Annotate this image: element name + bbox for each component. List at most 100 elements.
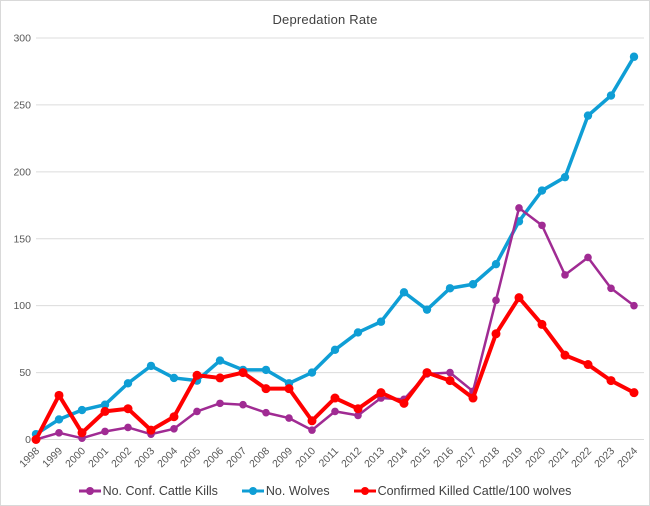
- data-point-no-wolves-2013: [376, 317, 386, 326]
- data-point-no-conf-cattle-kills-2011: [331, 407, 339, 416]
- data-point-confirmed-killed-cattle-100-wolves-2002: [123, 404, 133, 414]
- legend-item-no-wolves: No. Wolves: [241, 484, 330, 498]
- data-point-no-conf-cattle-kills-2007: [239, 400, 247, 409]
- data-point-no-conf-cattle-kills-2021: [561, 271, 569, 279]
- data-point-confirmed-killed-cattle-100-wolves-2006: [215, 373, 225, 383]
- data-point-confirmed-killed-cattle-100-wolves-2007: [238, 368, 248, 378]
- data-point-confirmed-killed-cattle-100-wolves-2011: [330, 393, 340, 403]
- data-point-no-conf-cattle-kills-2009: [285, 414, 293, 422]
- chart-legend: No. Conf. Cattle Kills No. Wolves Confir…: [1, 484, 649, 498]
- y-tick-label: 0: [25, 434, 31, 446]
- data-point-no-wolves-2022: [583, 111, 593, 120]
- data-point-confirmed-killed-cattle-100-wolves-2005: [192, 370, 202, 380]
- data-point-confirmed-killed-cattle-100-wolves-2016: [445, 376, 455, 386]
- x-tick-label: 2006: [201, 445, 226, 470]
- y-tick-label: 150: [13, 233, 31, 245]
- data-point-no-conf-cattle-kills-2008: [262, 408, 270, 417]
- data-point-confirmed-killed-cattle-100-wolves-2017: [468, 393, 478, 403]
- data-point-confirmed-killed-cattle-100-wolves-2000: [77, 428, 87, 438]
- x-tick-label: 2002: [109, 445, 134, 470]
- data-point-no-wolves-2015: [422, 305, 432, 314]
- legend-marker-icon: [78, 486, 101, 496]
- data-point-confirmed-killed-cattle-100-wolves-2009: [284, 384, 294, 394]
- x-tick-label: 2015: [408, 445, 433, 470]
- data-point-no-conf-cattle-kills-2004: [170, 424, 178, 433]
- data-point-no-wolves-2024: [629, 52, 639, 61]
- data-point-no-wolves-2003: [146, 361, 156, 371]
- data-point-confirmed-killed-cattle-100-wolves-2018: [491, 329, 501, 339]
- data-point-confirmed-killed-cattle-100-wolves-2015: [422, 368, 432, 378]
- data-point-confirmed-killed-cattle-100-wolves-2024: [629, 388, 639, 398]
- y-tick-label: 300: [13, 33, 31, 45]
- data-point-no-wolves-2012: [353, 328, 363, 337]
- data-point-confirmed-killed-cattle-100-wolves-2022: [583, 360, 593, 370]
- x-tick-label: 2022: [569, 445, 594, 470]
- y-tick-label: 50: [19, 367, 31, 379]
- data-point-no-conf-cattle-kills-2023: [607, 284, 615, 293]
- x-tick-label: 2008: [247, 445, 272, 470]
- x-tick-label: 2024: [615, 445, 640, 470]
- x-tick-label: 2012: [339, 445, 364, 470]
- data-point-confirmed-killed-cattle-100-wolves-2021: [560, 350, 570, 360]
- data-point-no-conf-cattle-kills-2019: [515, 204, 523, 212]
- data-point-confirmed-killed-cattle-100-wolves-2013: [376, 388, 386, 398]
- data-point-no-conf-cattle-kills-2018: [492, 296, 500, 305]
- x-tick-label: 2017: [454, 445, 479, 470]
- x-tick-label: 2004: [155, 445, 180, 470]
- x-tick-label: 2021: [546, 445, 571, 470]
- x-tick-label: 2009: [270, 445, 295, 470]
- data-point-no-wolves-2020: [537, 186, 547, 195]
- x-tick-label: 2010: [293, 445, 318, 470]
- data-point-confirmed-killed-cattle-100-wolves-2010: [307, 416, 317, 426]
- legend-marker-icon: [353, 486, 376, 496]
- data-point-no-conf-cattle-kills-2020: [538, 221, 546, 230]
- data-point-confirmed-killed-cattle-100-wolves-2014: [399, 398, 409, 408]
- legend-item-no-conf-cattle-kills: No. Conf. Cattle Kills: [78, 484, 218, 498]
- data-point-no-conf-cattle-kills-1999: [55, 429, 63, 437]
- x-tick-label: 2023: [592, 445, 617, 470]
- data-point-no-wolves-1999: [54, 415, 64, 424]
- data-point-confirmed-killed-cattle-100-wolves-2012: [353, 404, 363, 414]
- data-point-no-conf-cattle-kills-2002: [124, 423, 132, 432]
- y-tick-label: 250: [13, 99, 31, 111]
- x-axis-labels: 1998199920002001200220032004200520062007…: [17, 445, 640, 470]
- data-point-no-wolves-2001: [100, 400, 110, 409]
- legend-marker-icon: [241, 486, 264, 496]
- x-tick-label: 2019: [500, 445, 525, 470]
- data-point-confirmed-killed-cattle-100-wolves-1998: [31, 435, 41, 444]
- data-point-no-wolves-2016: [445, 284, 455, 293]
- data-point-confirmed-killed-cattle-100-wolves-1999: [54, 390, 64, 400]
- x-tick-label: 2003: [132, 445, 157, 470]
- x-tick-label: 2013: [362, 445, 387, 470]
- data-point-confirmed-killed-cattle-100-wolves-2004: [169, 412, 179, 422]
- data-point-no-wolves-2002: [123, 379, 133, 388]
- data-point-no-wolves-2018: [491, 259, 501, 269]
- x-tick-label: 2005: [178, 445, 203, 470]
- gridlines: [36, 37, 644, 440]
- data-point-no-wolves-2011: [330, 345, 340, 355]
- x-tick-label: 2018: [477, 445, 502, 470]
- data-point-no-conf-cattle-kills-2024: [630, 301, 638, 310]
- legend-item-confirmed-killed-cattle-100-wolves: Confirmed Killed Cattle/100 wolves: [353, 484, 572, 498]
- y-tick-label: 200: [13, 166, 31, 178]
- data-point-confirmed-killed-cattle-100-wolves-2019: [514, 293, 524, 303]
- data-point-confirmed-killed-cattle-100-wolves-2001: [100, 406, 110, 416]
- data-point-no-wolves-2000: [77, 405, 87, 415]
- data-point-no-wolves-2023: [606, 91, 616, 100]
- data-point-confirmed-killed-cattle-100-wolves-2023: [606, 376, 616, 386]
- data-point-no-wolves-2010: [307, 368, 317, 377]
- data-point-confirmed-killed-cattle-100-wolves-2003: [146, 425, 156, 435]
- x-tick-label: 2000: [63, 445, 88, 470]
- legend-label: Confirmed Killed Cattle/100 wolves: [377, 484, 572, 498]
- data-point-no-conf-cattle-kills-2022: [584, 253, 592, 262]
- data-point-no-conf-cattle-kills-2010: [308, 426, 316, 434]
- x-tick-label: 1998: [17, 445, 42, 470]
- y-tick-label: 100: [13, 300, 31, 312]
- data-point-no-conf-cattle-kills-2006: [216, 399, 224, 408]
- data-point-no-wolves-2017: [468, 280, 478, 289]
- x-tick-label: 1999: [40, 445, 65, 470]
- chart-title: Depredation Rate: [272, 12, 378, 27]
- series-no-wolves: [31, 52, 639, 439]
